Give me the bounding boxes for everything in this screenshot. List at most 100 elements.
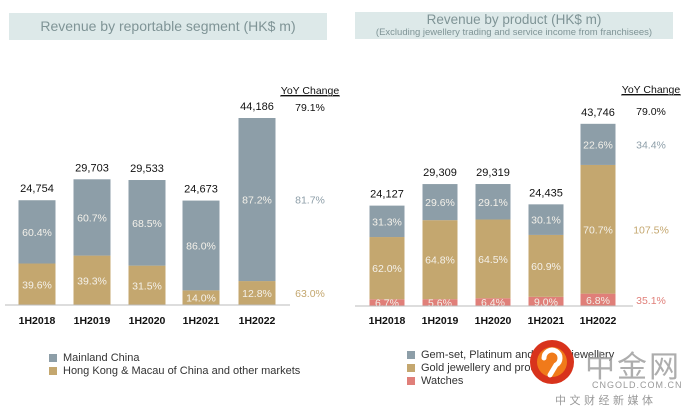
yoy-total: 79.0% bbox=[636, 106, 666, 118]
bar-segment bbox=[182, 290, 220, 305]
total-label: 43,746 bbox=[581, 107, 615, 119]
x-tick-label: 1H2018 bbox=[369, 315, 406, 327]
data-label: 64.8% bbox=[425, 255, 455, 267]
bar-segment bbox=[528, 234, 564, 297]
data-label: 6.8% bbox=[586, 295, 610, 307]
legend-label: Gold jewellery and products bbox=[421, 361, 557, 374]
x-tick-label: 1H2022 bbox=[239, 315, 276, 327]
bar-segment bbox=[528, 204, 564, 235]
legend-label: Mainland China bbox=[63, 351, 140, 364]
bar-segment bbox=[528, 296, 564, 306]
bar-segment bbox=[128, 180, 166, 266]
bar-segment bbox=[18, 200, 56, 264]
bar-segment bbox=[73, 179, 111, 256]
yoy-series-label: 107.5% bbox=[633, 224, 669, 236]
bar-segment bbox=[18, 263, 56, 305]
bar-segment bbox=[73, 255, 111, 305]
bar-segment bbox=[369, 237, 405, 300]
bar-segment bbox=[580, 293, 616, 306]
legend-swatch bbox=[407, 363, 415, 372]
legend-swatch bbox=[49, 366, 57, 375]
bar-segment bbox=[238, 118, 276, 282]
legend-label: Watches bbox=[421, 374, 464, 387]
data-label: 6.7% bbox=[375, 298, 399, 310]
right-chart-subtitle: (Excluding jewellery trading and service… bbox=[375, 27, 653, 38]
watermark-logo-icon bbox=[530, 340, 574, 384]
data-label: 14.0% bbox=[186, 293, 216, 305]
data-label: 87.2% bbox=[242, 195, 272, 207]
data-label: 29.6% bbox=[425, 197, 455, 209]
legend-item: Mainland China bbox=[49, 351, 300, 364]
total-label: 29,319 bbox=[476, 167, 510, 179]
watermark-tagline: 中 文 财 经 新 媒 体 bbox=[555, 394, 653, 407]
yoy-series-label: 63.0% bbox=[295, 288, 325, 300]
bar-segment bbox=[422, 220, 458, 300]
legend-item: Gold jewellery and products bbox=[407, 361, 614, 374]
x-tick-label: 1H2022 bbox=[580, 315, 617, 327]
watermark: 中金网 CNGOLD.COM.CN 中 文 财 经 新 媒 体 bbox=[530, 340, 685, 410]
data-label: 60.9% bbox=[531, 261, 561, 273]
data-label: 86.0% bbox=[186, 240, 216, 252]
total-label: 24,754 bbox=[20, 183, 54, 195]
data-label: 70.7% bbox=[583, 224, 613, 236]
left-legend: Mainland China Hong Kong & Macau of Chin… bbox=[49, 351, 300, 377]
data-label: 12.8% bbox=[242, 288, 272, 300]
x-tick-label: 1H2019 bbox=[74, 315, 111, 327]
data-label: 39.6% bbox=[22, 279, 52, 291]
x-tick-label: 1H2018 bbox=[19, 315, 56, 327]
bar-segment bbox=[475, 219, 511, 299]
data-label: 39.3% bbox=[77, 275, 107, 287]
bar-segment bbox=[580, 123, 616, 165]
legend-swatch bbox=[49, 353, 57, 362]
yoy-series-label: 35.1% bbox=[636, 295, 666, 307]
data-label: 6.4% bbox=[481, 297, 505, 309]
legend-swatch bbox=[407, 376, 415, 385]
yoy-header: YoY Change bbox=[622, 84, 681, 96]
data-label: 30.1% bbox=[531, 215, 561, 227]
watermark-domain: CNGOLD.COM.CN bbox=[592, 380, 683, 390]
bar-segment bbox=[475, 184, 511, 220]
data-label: 64.5% bbox=[478, 254, 508, 266]
total-label: 29,533 bbox=[130, 163, 164, 175]
legend-item: Watches bbox=[407, 374, 614, 387]
x-tick-label: 1H2021 bbox=[528, 315, 565, 327]
right-chart-title: Revenue by product (HK$ m) bbox=[426, 12, 602, 27]
bar-segment bbox=[369, 299, 405, 306]
total-label: 24,127 bbox=[370, 189, 404, 201]
bar-segment bbox=[422, 184, 458, 221]
bar-segment bbox=[475, 298, 511, 306]
data-label: 60.7% bbox=[77, 212, 107, 224]
data-label: 22.6% bbox=[583, 139, 613, 151]
bar-segment bbox=[238, 281, 276, 305]
x-tick-label: 1H2019 bbox=[422, 315, 459, 327]
bar-segment bbox=[580, 164, 616, 294]
total-label: 24,673 bbox=[184, 184, 218, 196]
legend-swatch bbox=[407, 350, 415, 359]
total-label: 29,703 bbox=[75, 162, 109, 174]
total-label: 29,309 bbox=[423, 167, 457, 179]
data-label: 29.1% bbox=[478, 197, 508, 209]
total-label: 24,435 bbox=[529, 187, 563, 199]
data-label: 68.5% bbox=[132, 218, 162, 230]
x-tick-label: 1H2020 bbox=[475, 315, 512, 327]
left-chart-title: Revenue by reportable segment (HK$ m) bbox=[9, 13, 327, 40]
yoy-series-label: 81.7% bbox=[295, 195, 325, 207]
yoy-header: YoY Change bbox=[281, 85, 340, 97]
bar-segment bbox=[369, 205, 405, 238]
bar-segment bbox=[128, 265, 166, 305]
bar-segment bbox=[182, 200, 220, 291]
legend-label: Hong Kong & Macau of China and other mar… bbox=[63, 364, 301, 377]
data-label: 9.0% bbox=[534, 296, 558, 308]
x-tick-label: 1H2020 bbox=[129, 315, 166, 327]
bar-segment bbox=[422, 299, 458, 306]
watermark-cn-name: 中金网 bbox=[585, 350, 681, 385]
yoy-total: 79.1% bbox=[295, 102, 325, 114]
yoy-series-label: 34.4% bbox=[636, 139, 666, 151]
data-label: 31.3% bbox=[372, 216, 402, 228]
total-label: 44,186 bbox=[240, 101, 274, 113]
data-label: 62.0% bbox=[372, 263, 402, 275]
legend-item: Hong Kong & Macau of China and other mar… bbox=[49, 364, 300, 377]
data-label: 5.6% bbox=[428, 298, 452, 310]
x-tick-label: 1H2021 bbox=[183, 315, 220, 327]
